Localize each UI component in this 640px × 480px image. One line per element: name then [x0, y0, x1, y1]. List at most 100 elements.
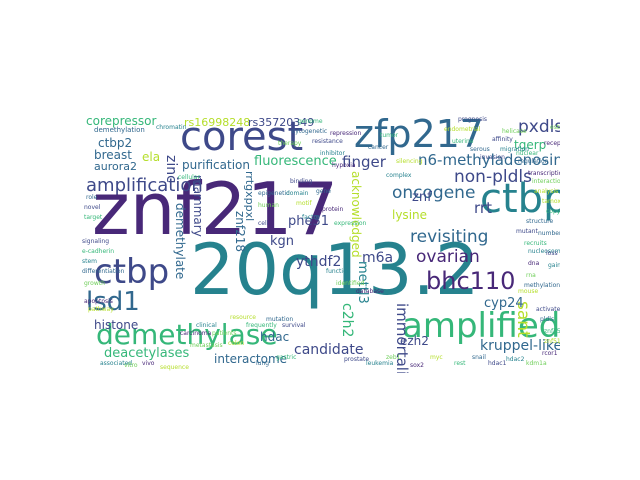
word-57: cellular	[178, 174, 200, 181]
word-73: cell	[258, 220, 269, 227]
word-56: affinity	[492, 136, 513, 143]
word-64: tumor	[380, 132, 399, 139]
word-117: snail	[472, 354, 486, 361]
word-59: metastasis	[190, 342, 223, 349]
word-145: number	[538, 230, 560, 237]
word-19: finger	[342, 153, 386, 171]
word-90: stem	[82, 258, 98, 265]
word-83: nucleosome	[528, 248, 560, 255]
word-127: vitro	[124, 362, 138, 369]
word-93: apoptosis	[84, 298, 113, 305]
word-17: pxdls	[518, 117, 560, 137]
word-68: motif	[296, 200, 312, 207]
word-cloud: znf21720q13.2corestzfp217ctbp1ctbpdemeth…	[80, 111, 560, 373]
word-4: ctbp1	[480, 176, 560, 222]
word-30: deacetylases	[104, 346, 190, 361]
word-141: estrogen	[550, 124, 560, 131]
word-75: nuclear	[516, 150, 539, 157]
word-37: znf	[412, 190, 432, 205]
word-132: resistance	[312, 138, 343, 145]
word-24: breast	[94, 148, 132, 162]
word-130: genome	[298, 118, 323, 125]
word-104: survival	[282, 322, 306, 329]
word-76: regulation	[518, 158, 549, 165]
word-82: recruits	[524, 240, 547, 247]
word-26: purification	[182, 158, 250, 172]
word-53: demethylation	[94, 126, 145, 134]
word-108: colon	[228, 340, 245, 347]
word-118: hdac1	[488, 360, 507, 367]
word-147: gain	[548, 262, 560, 269]
word-69: protein	[322, 206, 344, 213]
word-98: function	[326, 268, 351, 275]
word-113: zeb1	[386, 354, 401, 361]
word-80: structure	[526, 218, 554, 225]
word-58: epigenetic	[258, 190, 290, 197]
word-35: m6a	[362, 250, 394, 266]
word-100: database	[356, 288, 384, 295]
word-119: hdac2	[506, 356, 525, 363]
word-135: hypoxia	[332, 162, 356, 169]
word-72: human	[258, 202, 279, 209]
word-92: growth	[84, 280, 105, 287]
word-86: methylation	[524, 282, 560, 289]
word-116: rest	[454, 360, 466, 367]
word-38: lysine	[392, 208, 428, 222]
word-99: identified	[336, 280, 365, 287]
word-95: target	[84, 214, 103, 221]
word-84: dna	[528, 260, 540, 267]
word-114: sox2	[410, 362, 424, 369]
word-6: demethylase	[96, 318, 278, 351]
word-89: e-cadherin	[82, 248, 115, 255]
word-9: amplification	[86, 175, 203, 196]
word-2: corest	[180, 114, 304, 160]
word-21: kruppel-like	[480, 338, 560, 354]
word-138: serous	[470, 146, 490, 153]
word-51: rrtgxppxl	[243, 171, 256, 222]
word-18: corepressor	[86, 114, 157, 128]
word-54: chromatin	[156, 124, 187, 131]
word-70: expression	[334, 220, 367, 227]
word-14: revisiting	[410, 227, 489, 247]
word-43: phe31	[288, 214, 330, 229]
word-41: c2h2	[339, 303, 355, 338]
word-33: ythdf2	[296, 254, 342, 270]
word-71: gene	[316, 188, 331, 195]
word-81: mutant	[516, 228, 538, 235]
word-126: associated	[100, 360, 133, 367]
word-29: histone	[94, 318, 139, 332]
word-67: domain	[286, 190, 309, 197]
word-143: tamoxifen	[542, 198, 560, 205]
word-144: copy	[546, 208, 560, 215]
word-87: mouse	[518, 288, 539, 295]
word-85: rna	[526, 272, 536, 279]
word-52: tgerp	[514, 138, 547, 152]
word-61: silencing	[396, 158, 423, 165]
word-120: kdm1a	[526, 360, 547, 367]
word-139: invasion	[480, 154, 505, 161]
word-79: analysis	[534, 188, 559, 195]
word-32: hdac	[260, 330, 290, 344]
word-107: carcinoma	[180, 330, 212, 337]
word-40: ezh2	[400, 334, 429, 348]
word-12: non-pldls	[454, 167, 532, 187]
word-1: 20q13.2	[190, 229, 480, 311]
word-106: patients	[212, 330, 237, 337]
word-50: zinc	[163, 155, 179, 183]
word-49: ela	[142, 150, 161, 164]
word-125: activates	[536, 306, 560, 313]
word-48: aurora2	[94, 160, 137, 173]
word-102: frequently	[246, 322, 277, 329]
word-46: mammary	[191, 175, 205, 237]
word-13: oncogene	[392, 183, 476, 203]
word-27: rs16998248	[184, 116, 251, 129]
word-74: factor	[302, 214, 320, 221]
word-122: znf516	[544, 338, 560, 345]
word-110: lung	[256, 360, 270, 367]
word-10: bhc110	[426, 267, 516, 295]
word-134: therapy	[278, 140, 302, 147]
word-123: znf750	[544, 328, 560, 335]
word-111: prostate	[344, 356, 370, 363]
word-94: pathway	[88, 306, 114, 313]
word-91: differentiation	[82, 268, 125, 275]
